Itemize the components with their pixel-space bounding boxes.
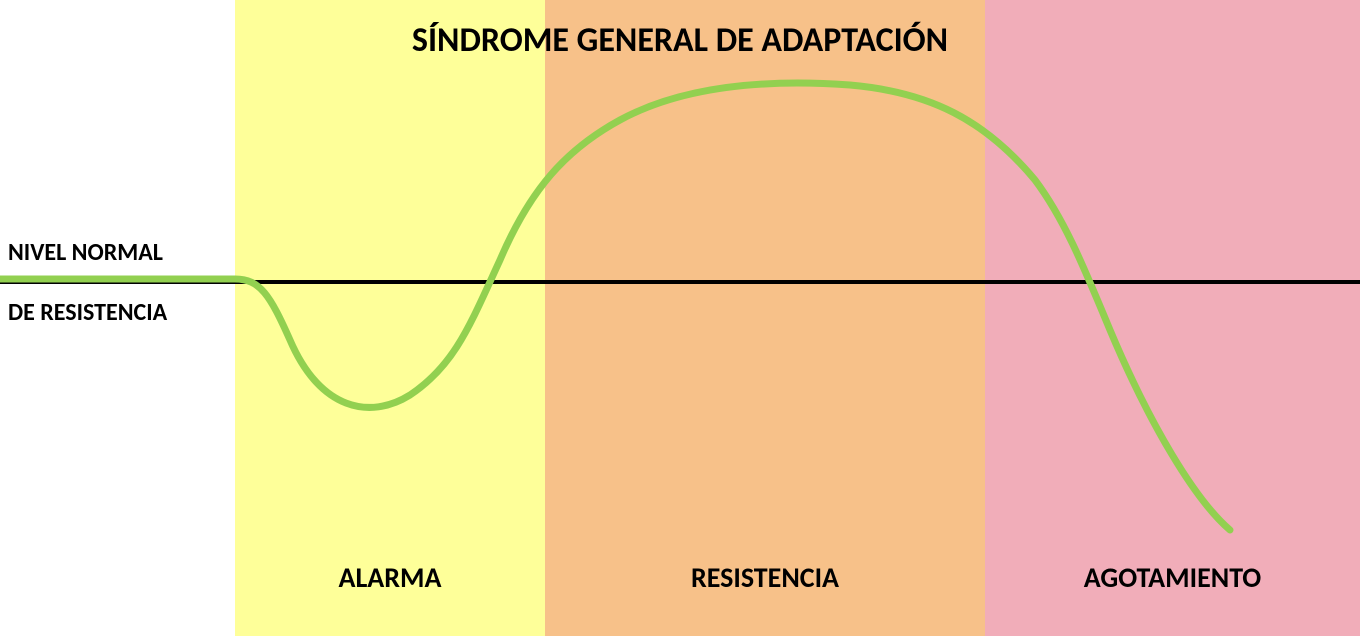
baseline-label-line2: DE RESISTENCIA: [8, 298, 167, 327]
diagram-stage: SÍNDROME GENERAL DE ADAPTACIÓN NIVEL NOR…: [0, 0, 1360, 636]
zone-alarm: [235, 0, 545, 636]
chart-title: SÍNDROME GENERAL DE ADAPTACIÓN: [0, 20, 1360, 61]
zone-label-exhaustion: AGOTAMIENTO: [985, 560, 1360, 595]
zone-resistance: [545, 0, 985, 636]
baseline-rule: [0, 280, 1360, 284]
zone-label-alarm: ALARMA: [235, 560, 545, 595]
baseline-label-line1: NIVEL NORMAL: [8, 238, 163, 267]
zone-exhaustion: [985, 0, 1360, 636]
zone-label-resistance: RESISTENCIA: [545, 560, 985, 595]
